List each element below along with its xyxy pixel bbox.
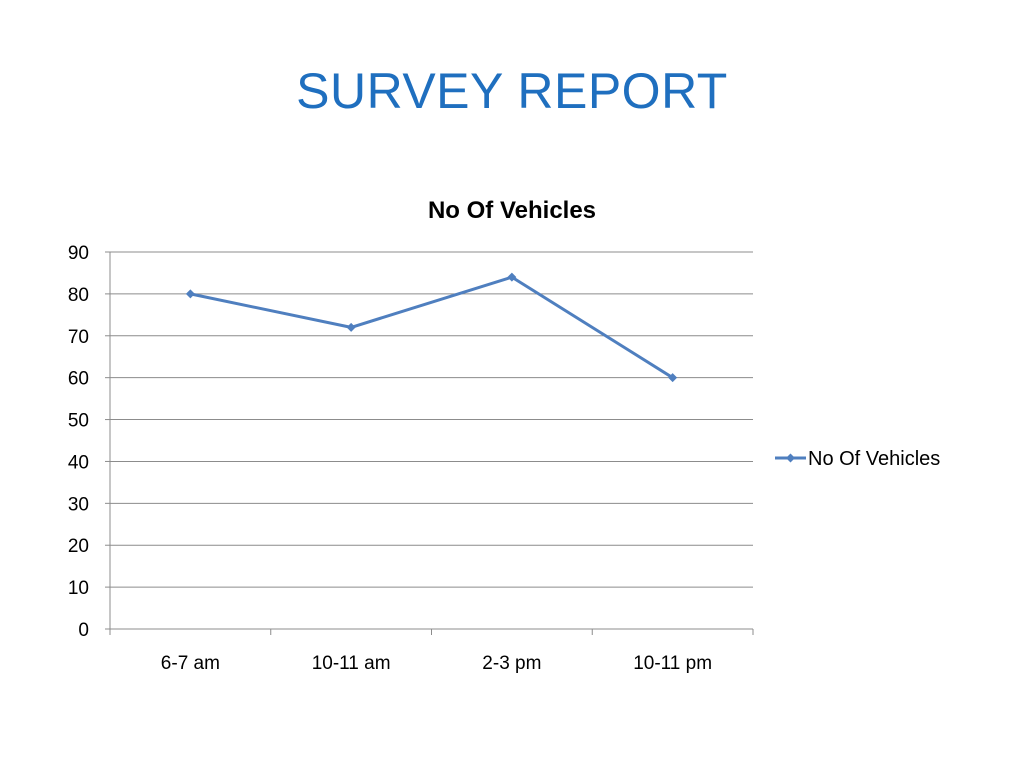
chart-title: No Of Vehicles — [428, 197, 596, 224]
y-tick-label: 0 — [78, 620, 89, 641]
y-tick-label: 20 — [68, 536, 89, 557]
x-axis-tick-labels: 6-7 am 10-11 am 2-3 pm 10-11 pm — [161, 653, 712, 674]
gridlines — [110, 251, 753, 588]
legend-marker — [786, 453, 795, 463]
y-tick-label: 80 — [68, 285, 89, 306]
x-tick-label: 10-11 pm — [633, 653, 712, 674]
slide-title: SURVEY REPORT — [296, 63, 728, 119]
data-point-marker — [185, 289, 195, 299]
axes — [105, 251, 754, 635]
y-tick-label: 90 — [68, 243, 89, 264]
series-group — [185, 272, 678, 383]
y-tick-label: 30 — [68, 494, 89, 515]
legend-label: No Of Vehicles — [808, 448, 940, 470]
x-tick-label: 2-3 pm — [482, 653, 541, 674]
y-tick-label: 50 — [68, 411, 89, 432]
y-tick-label: 10 — [68, 578, 89, 599]
x-tick-label: 10-11 am — [312, 653, 391, 674]
data-point-marker — [507, 272, 517, 282]
y-tick-label: 40 — [68, 452, 89, 473]
x-tick-label: 6-7 am — [161, 653, 220, 674]
y-tick-label: 70 — [68, 327, 89, 348]
series-line — [190, 275, 674, 379]
y-axis-tick-labels: 0 10 20 30 40 50 60 70 80 90 — [68, 243, 89, 641]
data-point-marker — [346, 322, 356, 332]
y-tick-label: 60 — [68, 369, 89, 390]
data-point-marker — [668, 373, 678, 383]
legend: No Of Vehicles — [775, 448, 940, 470]
